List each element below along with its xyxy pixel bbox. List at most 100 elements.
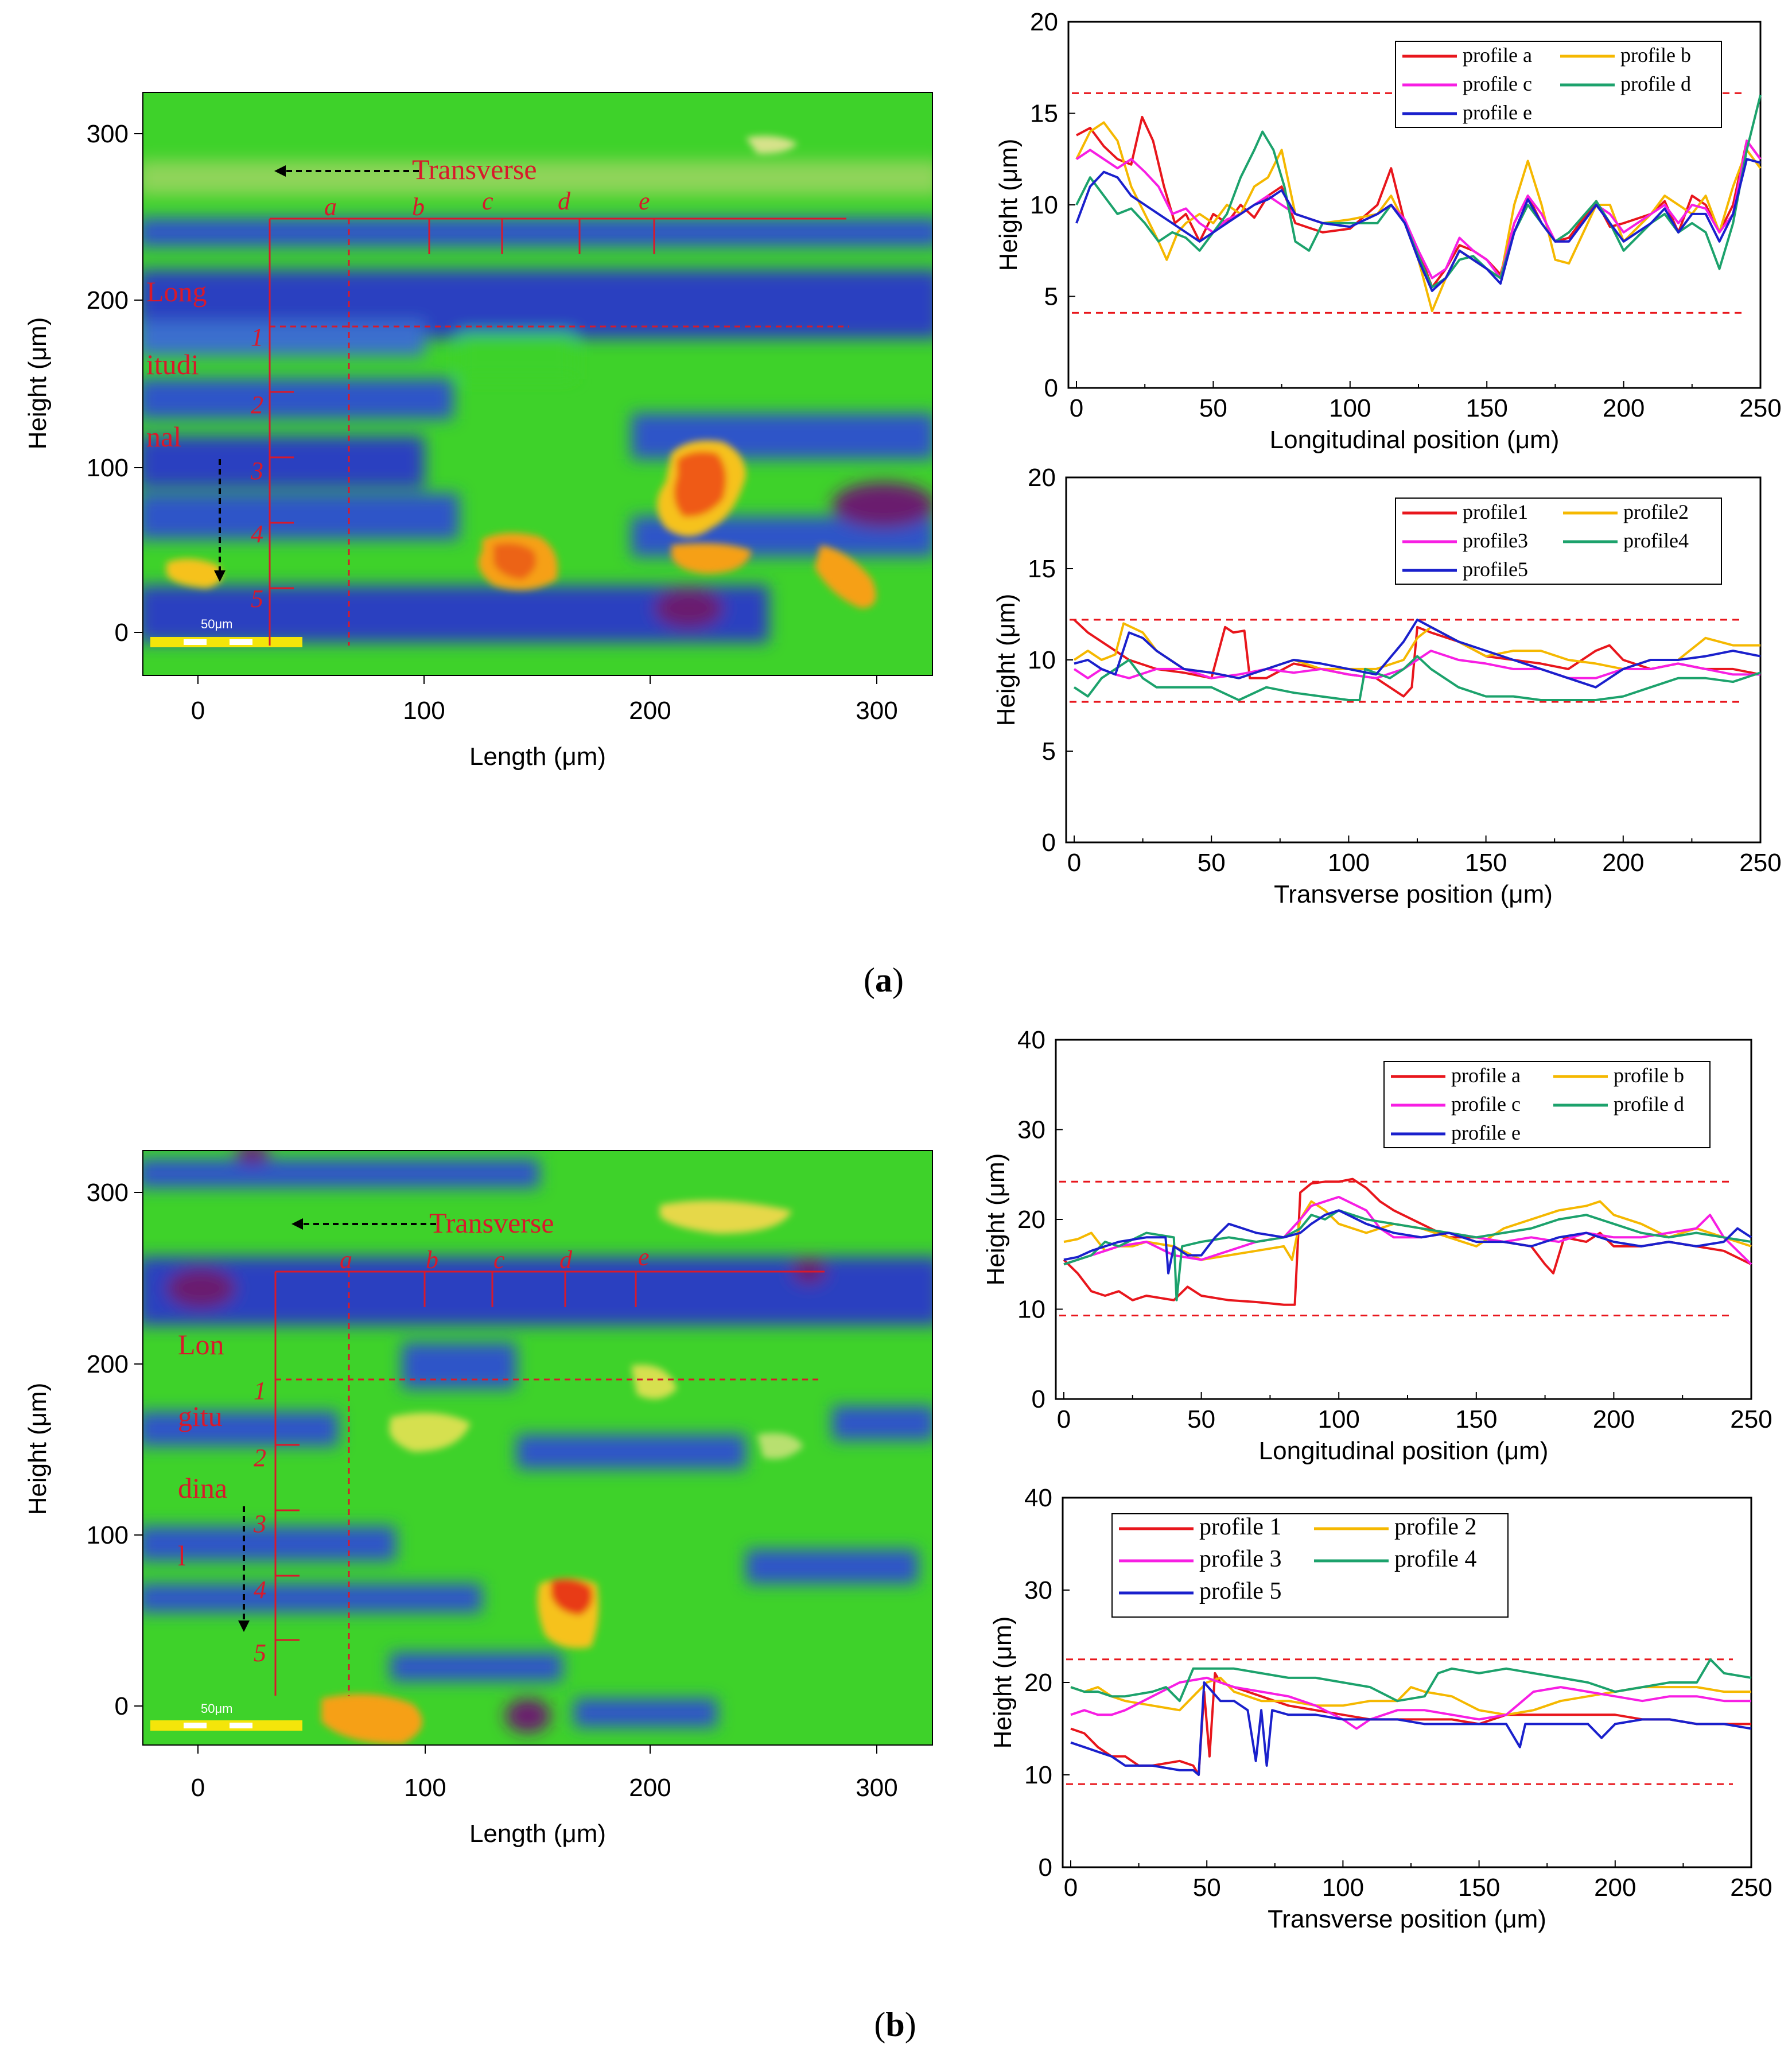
x-tick-label: 250 (1739, 849, 1781, 877)
x-tick-label: 100 (1329, 394, 1371, 422)
legend-label: profile 1 (1199, 1514, 1281, 1540)
x-tick-label: 50 (1198, 849, 1226, 877)
profile-letter-b: b (412, 193, 425, 221)
profile-number-1-b: 1 (254, 1377, 266, 1405)
chart-b-longitudinal: 0 50 100 150 200 250 0 10 20 30 40 Longitudinal pos… (982, 1026, 1772, 1465)
x-tick-label: 0 (1057, 1405, 1071, 1433)
longitudinal-label-part2: itudi (146, 348, 199, 380)
caption-b: (b) (874, 2006, 916, 2043)
series-line-profile-5 (1070, 1681, 1752, 1776)
legend-label: profile c (1451, 1093, 1521, 1116)
x-tick-label: 50 (1187, 1405, 1215, 1433)
profile-letter-e-b: e (638, 1243, 650, 1271)
map-b-xtick-0: 0 (191, 1774, 205, 1802)
x-axis-label: Transverse position (μm) (1274, 880, 1553, 908)
map-b-annotations (274, 1270, 825, 1696)
y-axis-label: Height (μm) (982, 1153, 1010, 1286)
series-line-profile-c (1075, 139, 1762, 279)
profile-letter-e: e (639, 187, 650, 215)
map-b-scale-bar: 50μm (150, 1701, 302, 1731)
legend-label: profile b (1620, 44, 1691, 67)
x-tick-label: 250 (1730, 1405, 1772, 1433)
legend-label: profile5 (1463, 558, 1528, 581)
legend-label: profile d (1620, 72, 1691, 95)
y-tick-label: 0 (1044, 374, 1058, 402)
longitudinal-label-b-part3: dina (178, 1472, 227, 1504)
series-line-profile-4 (1070, 1658, 1752, 1703)
legend-label: profile1 (1463, 500, 1528, 523)
map-a-ytick-200: 200 (87, 286, 129, 314)
profile-letter-a-b: a (340, 1246, 352, 1274)
legend-label: profile e (1451, 1121, 1521, 1144)
profile-number-5-b: 5 (254, 1639, 266, 1667)
map-a-xtick-100: 100 (403, 697, 445, 725)
x-tick-label: 0 (1067, 849, 1081, 877)
x-tick-label: 250 (1739, 394, 1781, 422)
map-a-xtick-200: 200 (629, 697, 671, 725)
y-tick-label: 15 (1030, 100, 1058, 128)
map-b-ylabel: Height (μm) (24, 1383, 52, 1515)
longitudinal-label-b-part1: Lon (178, 1328, 224, 1361)
map-a-ylabel: Height (μm) (24, 317, 52, 450)
scale-bar-label-b: 50μm (201, 1701, 232, 1716)
legend-label: profile 5 (1199, 1578, 1281, 1604)
map-b-axes (134, 1192, 877, 1754)
legend-label: profile4 (1623, 529, 1689, 552)
legend-label: profile c (1463, 72, 1532, 95)
x-tick-label: 150 (1465, 849, 1507, 877)
x-axis-label: Longitudinal position (μm) (1270, 426, 1560, 454)
y-tick-label: 40 (1024, 1484, 1052, 1512)
y-tick-label: 30 (1024, 1576, 1052, 1604)
map-b-ytick-0: 0 (115, 1692, 129, 1720)
y-tick-label: 40 (1017, 1026, 1045, 1054)
transverse-label-b: Transverse (429, 1207, 554, 1239)
x-tick-label: 200 (1602, 849, 1644, 877)
profile-number-1: 1 (251, 323, 263, 351)
x-tick-label: 100 (1322, 1874, 1364, 1902)
caption-a: (a) (864, 961, 904, 999)
x-tick-label: 200 (1594, 1874, 1636, 1902)
profile-letter-d: d (558, 187, 571, 215)
y-tick-label: 10 (1024, 1761, 1052, 1789)
series-line-profile-e (1075, 158, 1761, 292)
chart-a-longitudinal: 0 50 100 150 200 250 0 5 10 15 20 Longitudinal posi… (994, 8, 1782, 454)
y-tick-label: 10 (1030, 191, 1058, 219)
x-tick-label: 150 (1458, 1874, 1500, 1902)
map-a-xlabel: Length (μm) (469, 743, 606, 771)
height-map-b: 50μm a b c d e 1 2 3 4 5 (24, 1150, 933, 1848)
longitudinal-label-b-part4: l (178, 1540, 186, 1572)
legend-label: profile2 (1623, 500, 1689, 523)
y-tick-label: 30 (1017, 1116, 1045, 1144)
x-axis-label: Longitudinal position (μm) (1259, 1437, 1549, 1465)
x-tick-label: 100 (1317, 1405, 1359, 1433)
map-a-ytick-300: 300 (87, 120, 129, 148)
x-tick-label: 100 (1328, 849, 1370, 877)
chart-a-transverse: 0 50 100 150 200 250 0 5 10 15 20 Transverse positi… (992, 464, 1782, 908)
y-tick-label: 5 (1042, 737, 1056, 765)
map-b-xtick-300: 300 (856, 1774, 897, 1802)
map-a-ytick-100: 100 (87, 454, 129, 482)
map-a-profile-numbers: 1 2 3 4 5 (250, 323, 263, 613)
y-tick-label: 10 (1028, 646, 1056, 674)
y-tick-label: 20 (1024, 1669, 1052, 1697)
map-a-axes (134, 133, 877, 684)
y-tick-label: 20 (1017, 1206, 1045, 1234)
profile-number-3-b: 3 (253, 1510, 266, 1538)
profile-letter-c: c (482, 187, 493, 215)
profile-number-5: 5 (251, 585, 263, 613)
map-b-profile-letters: a b c d e (340, 1243, 650, 1274)
x-axis-label: Transverse position (μm) (1268, 1905, 1546, 1933)
series-line-profile4 (1073, 655, 1761, 701)
map-b-profile-numbers: 1 2 3 4 5 (253, 1377, 266, 1667)
y-axis-label: Height (μm) (994, 139, 1023, 271)
y-tick-label: 20 (1030, 8, 1058, 36)
y-tick-label: 0 (1042, 829, 1056, 857)
y-tick-label: 0 (1039, 1853, 1052, 1882)
legend-label: profile3 (1463, 529, 1528, 552)
scale-bar-label: 50μm (201, 617, 232, 631)
map-b-xtick-100: 100 (404, 1774, 446, 1802)
x-tick-label: 0 (1064, 1874, 1078, 1902)
map-b-ytick-100: 100 (87, 1521, 129, 1549)
map-a-xtick-300: 300 (856, 697, 897, 725)
